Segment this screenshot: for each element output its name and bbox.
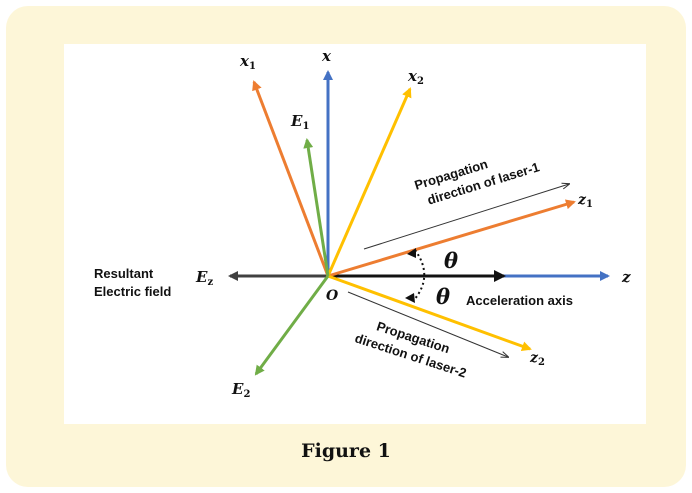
x1-label: x1 <box>239 52 256 72</box>
figure-frame: x x1 x2 E1 E2 z z1 z2 Ez O θ θ Resultant… <box>6 6 686 487</box>
x-axis-label: x <box>321 47 332 65</box>
laser1-propagation-label: Propagation direction of laser-1 <box>413 156 542 207</box>
acceleration-axis-label: Acceleration axis <box>466 293 573 308</box>
theta-top-label: θ <box>444 248 458 273</box>
x2-label: x2 <box>407 67 424 87</box>
e1-arrow <box>303 138 330 277</box>
laser2-propagation-arrow <box>347 291 508 357</box>
vector-diagram: x x1 x2 E1 E2 z z1 z2 Ez O θ θ Resultant… <box>94 47 631 400</box>
z2-label: z2 <box>529 350 545 368</box>
theta-arc <box>413 249 426 301</box>
ez-label: Ez <box>195 268 213 288</box>
figure-caption: Figure 1 <box>301 440 391 462</box>
e2-label: E2 <box>231 380 250 400</box>
x1-arrow <box>252 80 330 277</box>
z1-arrow <box>327 199 576 278</box>
origin-label: O <box>326 288 339 304</box>
theta-arc-head-bottom <box>405 293 415 303</box>
z1-label: z1 <box>577 192 593 210</box>
e2-arrow <box>254 275 330 376</box>
z2-arrow <box>327 274 532 351</box>
resultant-label-line1: Resultant <box>94 266 154 281</box>
laser1-propagation-arrow <box>363 184 569 250</box>
x2-arrow <box>326 87 412 277</box>
e1-label: E1 <box>290 112 309 132</box>
theta-arc-head-top <box>407 248 416 258</box>
z-axis-label: z <box>621 268 631 286</box>
theta-bottom-label: θ <box>436 284 450 309</box>
resultant-label-line2: Electric field <box>94 284 171 299</box>
diagram-panel: x x1 x2 E1 E2 z z1 z2 Ez O θ θ Resultant… <box>64 44 646 424</box>
